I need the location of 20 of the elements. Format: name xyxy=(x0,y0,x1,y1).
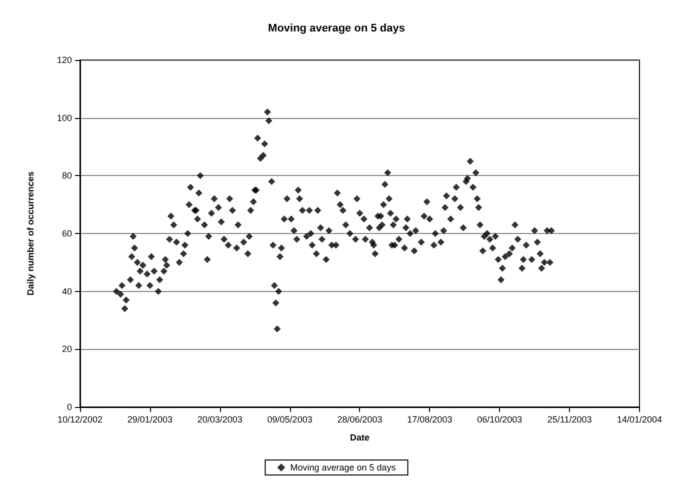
x-tick-label: 09/05/2003 xyxy=(267,414,312,424)
legend-label: Moving average on 5 days xyxy=(290,462,396,472)
x-tick-label: 20/03/2003 xyxy=(197,414,242,424)
y-tick-label: 20 xyxy=(62,344,72,354)
y-tick-label: 60 xyxy=(62,228,72,238)
x-tick-label: 28/06/2003 xyxy=(337,414,382,424)
x-axis-title: Date xyxy=(350,432,370,442)
x-tick-label: 14/01/2004 xyxy=(616,414,662,424)
x-tick-label: 29/01/2003 xyxy=(127,414,172,424)
x-tick-label: 06/10/2003 xyxy=(477,414,522,424)
y-tick-label: 40 xyxy=(62,286,72,296)
y-tick-label: 100 xyxy=(56,112,72,123)
x-tick-label: 10/12/2002 xyxy=(57,414,103,424)
x-tick-label: 17/08/2003 xyxy=(407,414,452,424)
x-tick-label: 25/11/2003 xyxy=(547,414,592,424)
y-tick-label: 0 xyxy=(66,402,72,412)
y-tick-label: 80 xyxy=(62,170,72,181)
y-tick-label: 120 xyxy=(56,55,72,65)
chart-title: Moving average on 5 days xyxy=(268,22,405,34)
y-axis-title: Daily number of occurrences xyxy=(26,171,36,296)
